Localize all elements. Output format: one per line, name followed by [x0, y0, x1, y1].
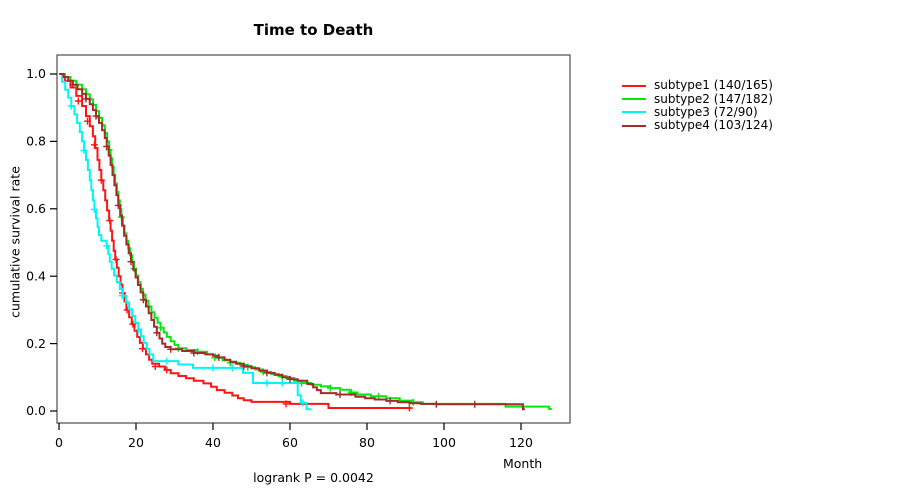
logrank-annotation: logrank P = 0.0042: [253, 470, 374, 485]
y-tick-label: 0.0: [26, 403, 46, 418]
legend-label: subtype2 (147/182): [654, 91, 773, 106]
censor-marks-subtype4: [69, 81, 479, 408]
x-tick-label: 80: [359, 435, 375, 450]
censor-marks-subtype3: [67, 102, 307, 407]
legend-item-subtype2: subtype2 (147/182): [622, 92, 773, 105]
chart-title: Time to Death: [253, 21, 374, 39]
legend-color-line: [622, 124, 646, 127]
legend-item-subtype1: subtype1 (140/165): [622, 79, 773, 92]
censor-marks-subtype2: [72, 81, 417, 406]
x-tick-label: 40: [205, 435, 221, 450]
legend-label: subtype1 (140/165): [654, 78, 773, 93]
y-tick-label: 0.8: [26, 134, 46, 149]
legend: subtype1 (140/165) subtype2 (147/182) subt…: [622, 79, 773, 133]
y-tick-label: 1.0: [26, 66, 46, 81]
x-tick-label: 100: [432, 435, 456, 450]
survival-curve-subtype1: [59, 73, 412, 409]
x-tick-label: 60: [282, 435, 298, 450]
legend-label: subtype3 (72/90): [654, 104, 758, 119]
legend-label: subtype4 (103/124): [654, 118, 773, 133]
y-tick-label: 0.6: [26, 201, 46, 216]
y-tick-label: 0.2: [26, 336, 46, 351]
legend-color-line: [622, 111, 646, 114]
legend-item-subtype3: subtype3 (72/90): [622, 104, 773, 119]
y-axis-label: cumulative survival rate: [7, 166, 23, 318]
y-tick-label: 0.4: [26, 268, 46, 283]
legend-color-line: [622, 98, 646, 101]
plot-frame: [56, 54, 571, 424]
x-axis-label: Month: [503, 456, 543, 471]
x-tick-label: 0: [55, 435, 63, 450]
survival-curve-subtype2: [59, 73, 552, 410]
x-tick-label: 120: [509, 435, 533, 450]
legend-item-subtype4: subtype4 (103/124): [622, 119, 773, 132]
x-tick-label: 20: [128, 435, 144, 450]
survival-curve-subtype3: [59, 73, 312, 411]
legend-color-line: [622, 84, 646, 87]
